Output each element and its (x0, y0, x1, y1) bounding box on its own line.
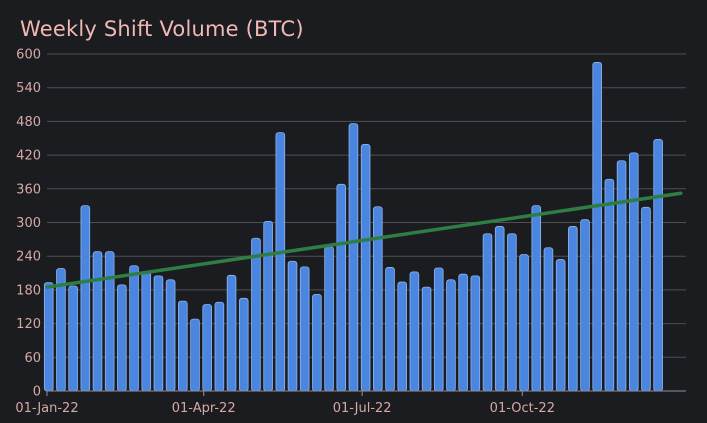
y-tick-label: 60 (24, 351, 41, 366)
bar (165, 279, 176, 392)
x-tick-label: 01-Oct-22 (490, 401, 555, 416)
y-tick-label: 240 (16, 250, 41, 265)
bar (616, 160, 627, 392)
bar (214, 301, 225, 392)
y-tick-label: 300 (16, 216, 41, 231)
bar (299, 266, 310, 392)
bar (531, 205, 542, 392)
bar (226, 274, 237, 392)
bar (287, 260, 298, 392)
y-tick-label: 420 (16, 149, 41, 164)
bar (104, 251, 115, 392)
bar (190, 318, 200, 392)
bar (641, 206, 651, 392)
bar (336, 183, 347, 392)
bar (129, 265, 139, 392)
bar (324, 246, 334, 392)
bar (373, 206, 383, 392)
bar (555, 259, 566, 392)
bar (312, 293, 322, 392)
bar (653, 138, 663, 392)
chart-title: Weekly Shift Volume (BTC) (20, 17, 304, 41)
bar (409, 271, 420, 392)
bar (43, 282, 54, 392)
bar (421, 286, 432, 392)
bar (202, 304, 212, 392)
bar (360, 144, 371, 392)
bar (446, 279, 456, 392)
axes (46, 390, 686, 396)
bar (580, 219, 590, 392)
bar (592, 62, 602, 392)
bar (470, 275, 481, 392)
bar (68, 285, 78, 392)
bar (153, 275, 164, 392)
bar (275, 132, 286, 392)
x-tick-label: 01-Jan-22 (15, 401, 78, 416)
y-tick-label: 120 (16, 317, 41, 332)
bar (80, 205, 91, 392)
trend-line-group (45, 191, 683, 289)
bar (141, 270, 152, 392)
bar (507, 233, 517, 392)
x-tick-label: 01-Apr-22 (172, 401, 236, 416)
y-tick-label: 0 (33, 385, 41, 400)
y-tick-label: 540 (16, 81, 41, 96)
bar (433, 267, 444, 392)
bar (519, 254, 529, 392)
trend-line (45, 191, 683, 289)
y-tick-label: 480 (16, 115, 41, 130)
bar (263, 220, 273, 392)
y-tick-label: 600 (16, 48, 41, 63)
y-tick-label: 180 (16, 283, 41, 298)
bar (568, 226, 578, 392)
bar (604, 178, 615, 392)
bar (251, 237, 261, 392)
bar (348, 123, 359, 392)
x-tick-label: 01-Jul-22 (333, 401, 392, 416)
bar (482, 233, 493, 392)
bar (628, 152, 639, 392)
bar (238, 297, 249, 392)
y-tick-label: 360 (16, 182, 41, 197)
bar (543, 247, 554, 392)
bar (178, 300, 188, 392)
bar (458, 273, 468, 392)
bar (385, 267, 395, 392)
bars (43, 62, 663, 392)
bar (117, 284, 127, 392)
bar (494, 226, 505, 392)
bar (92, 251, 103, 392)
tick-labels: 0 60 120 180 240 300 360 420 480 540 600 01-Jan-22 0… (15, 48, 555, 417)
bar (397, 281, 407, 392)
